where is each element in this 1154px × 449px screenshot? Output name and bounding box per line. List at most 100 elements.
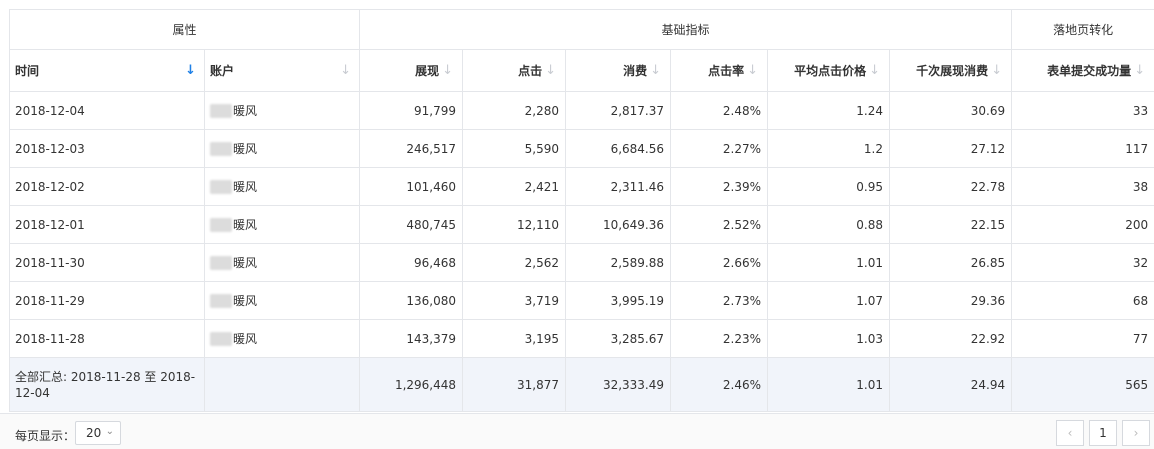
account-name: 暖风 bbox=[233, 254, 257, 271]
cpc-cell: 1.03 bbox=[768, 320, 890, 358]
total-forms: 565 bbox=[1012, 358, 1154, 412]
report-table-container: 属性 基础指标 落地页转化 时间↓账户↓展现↓点击↓消费↓点击率↓平均点击价格↓… bbox=[9, 9, 1154, 413]
ctr-cell: 2.48% bbox=[671, 92, 768, 130]
date-cell: 2018-12-02 bbox=[10, 168, 205, 206]
ctr-cell: 2.73% bbox=[671, 282, 768, 320]
cost-cell: 2,589.88 bbox=[566, 244, 671, 282]
cost-cell: 6,684.56 bbox=[566, 130, 671, 168]
ctr-cell: 2.23% bbox=[671, 320, 768, 358]
cost-cell: 2,817.37 bbox=[566, 92, 671, 130]
date-cell: 2018-11-28 bbox=[10, 320, 205, 358]
sort-arrow-icon[interactable]: ↓ bbox=[747, 63, 758, 78]
clicks-cell: 12,110 bbox=[463, 206, 566, 244]
column-header-account[interactable]: 账户↓ bbox=[205, 50, 360, 92]
date-cell: 2018-11-29 bbox=[10, 282, 205, 320]
clicks-cell: 3,719 bbox=[463, 282, 566, 320]
cpm-cell: 29.36 bbox=[890, 282, 1012, 320]
prev-page-button[interactable]: ‹ bbox=[1056, 420, 1084, 446]
column-header-cpc[interactable]: 平均点击价格↓ bbox=[768, 50, 890, 92]
sort-arrow-icon[interactable]: ↓ bbox=[442, 63, 453, 78]
report-table: 属性 基础指标 落地页转化 时间↓账户↓展现↓点击↓消费↓点击率↓平均点击价格↓… bbox=[9, 9, 1154, 412]
next-page-button[interactable]: › bbox=[1122, 420, 1150, 446]
column-header-time[interactable]: 时间 ↓ bbox=[10, 50, 205, 92]
total-label: 全部汇总: 2018-11-28 至 2018-12-04 bbox=[10, 365, 204, 405]
cost-cell: 3,285.67 bbox=[566, 320, 671, 358]
account-cell: 暖风 bbox=[205, 130, 360, 168]
column-header-label: 平均点击价格 bbox=[794, 62, 866, 79]
sort-arrow-icon[interactable]: ↓ bbox=[869, 63, 880, 78]
ctr-cell: 2.27% bbox=[671, 130, 768, 168]
chevron-right-icon: › bbox=[1134, 426, 1139, 440]
account-name: 暖风 bbox=[233, 216, 257, 233]
cost-cell: 3,995.19 bbox=[566, 282, 671, 320]
forms-cell: 32 bbox=[1012, 244, 1154, 282]
column-header-cost[interactable]: 消费↓ bbox=[566, 50, 671, 92]
ctr-cell: 2.52% bbox=[671, 206, 768, 244]
account-cell: 暖风 bbox=[205, 244, 360, 282]
page-1-button[interactable]: 1 bbox=[1089, 420, 1117, 446]
impressions-cell: 101,460 bbox=[360, 168, 463, 206]
redacted-account-prefix bbox=[210, 142, 232, 156]
chevron-down-icon: ⌄ bbox=[106, 426, 114, 437]
account-name: 暖风 bbox=[233, 102, 257, 119]
cpc-cell: 1.24 bbox=[768, 92, 890, 130]
date-cell: 2018-12-03 bbox=[10, 130, 205, 168]
group-attributes: 属性 bbox=[10, 10, 360, 50]
cost-cell: 2,311.46 bbox=[566, 168, 671, 206]
cpm-cell: 30.69 bbox=[890, 92, 1012, 130]
redacted-account-prefix bbox=[210, 294, 232, 308]
ctr-cell: 2.39% bbox=[671, 168, 768, 206]
cpm-cell: 26.85 bbox=[890, 244, 1012, 282]
page-number: 1 bbox=[1099, 426, 1107, 440]
cpc-cell: 1.07 bbox=[768, 282, 890, 320]
clicks-cell: 2,421 bbox=[463, 168, 566, 206]
column-header-label: 点击率 bbox=[708, 62, 744, 79]
sort-arrow-icon[interactable]: ↓ bbox=[650, 63, 661, 78]
account-cell: 暖风 bbox=[205, 320, 360, 358]
sort-arrow-icon[interactable]: ↓ bbox=[991, 63, 1002, 78]
account-name: 暖风 bbox=[233, 178, 257, 195]
impressions-cell: 91,799 bbox=[360, 92, 463, 130]
pagination-bar: 每页显示： 20 ⌄ ‹ 1 › bbox=[0, 413, 1154, 449]
total-ctr: 2.46% bbox=[671, 358, 768, 412]
column-header-impressions[interactable]: 展现↓ bbox=[360, 50, 463, 92]
impressions-cell: 96,468 bbox=[360, 244, 463, 282]
forms-cell: 68 bbox=[1012, 282, 1154, 320]
redacted-account-prefix bbox=[210, 180, 232, 194]
column-header-label: 千次展现消费 bbox=[916, 62, 988, 79]
column-header-label: 展现 bbox=[415, 62, 439, 79]
column-header-forms[interactable]: 表单提交成功量↓ bbox=[1012, 50, 1154, 92]
per-page-select[interactable]: 20 ⌄ bbox=[75, 421, 121, 445]
cpc-cell: 0.95 bbox=[768, 168, 890, 206]
sort-arrow-icon[interactable]: ↓ bbox=[545, 63, 556, 78]
forms-cell: 33 bbox=[1012, 92, 1154, 130]
column-header-label: 点击 bbox=[518, 62, 542, 79]
date-cell: 2018-11-30 bbox=[10, 244, 205, 282]
total-cost: 32,333.49 bbox=[566, 358, 671, 412]
column-header-label: 消费 bbox=[623, 62, 647, 79]
cpm-cell: 22.78 bbox=[890, 168, 1012, 206]
forms-cell: 38 bbox=[1012, 168, 1154, 206]
per-page-value: 20 bbox=[86, 426, 101, 440]
column-header-row: 时间↓账户↓展现↓点击↓消费↓点击率↓平均点击价格↓千次展现消费↓表单提交成功量… bbox=[10, 50, 1154, 92]
account-name: 暖风 bbox=[233, 140, 257, 157]
total-cpc: 1.01 bbox=[768, 358, 890, 412]
cpc-cell: 1.01 bbox=[768, 244, 890, 282]
forms-cell: 200 bbox=[1012, 206, 1154, 244]
clicks-cell: 5,590 bbox=[463, 130, 566, 168]
group-basic-metrics: 基础指标 bbox=[360, 10, 1012, 50]
column-header-label: 时间 bbox=[15, 62, 39, 79]
sort-desc-active-icon[interactable]: ↓ bbox=[185, 63, 196, 78]
cost-cell: 10,649.36 bbox=[566, 206, 671, 244]
sort-arrow-icon[interactable]: ↓ bbox=[1134, 63, 1145, 78]
column-header-cpm[interactable]: 千次展现消费↓ bbox=[890, 50, 1012, 92]
column-header-clicks[interactable]: 点击↓ bbox=[463, 50, 566, 92]
sort-arrow-icon[interactable]: ↓ bbox=[340, 63, 351, 78]
cpc-cell: 1.2 bbox=[768, 130, 890, 168]
column-header-ctr[interactable]: 点击率↓ bbox=[671, 50, 768, 92]
column-header-label: 表单提交成功量 bbox=[1047, 62, 1131, 79]
